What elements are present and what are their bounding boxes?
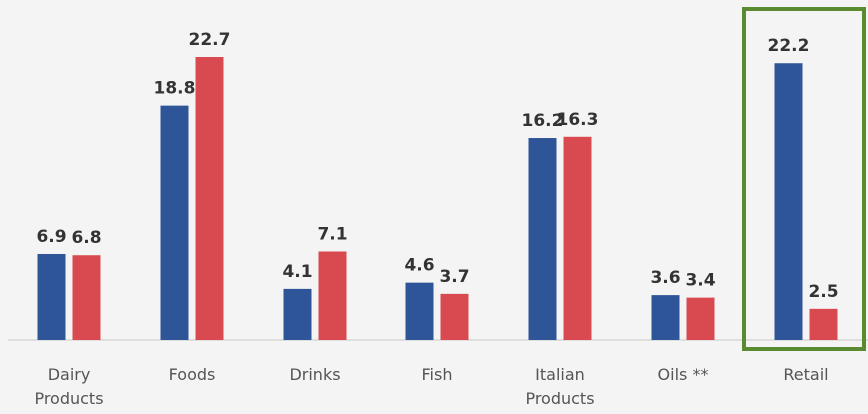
value-label-drinks-s2: 7.1 <box>317 224 347 244</box>
category-label-oils: Oils ** <box>658 365 709 384</box>
value-label-dairy-products-s2: 6.8 <box>71 228 101 248</box>
category-label-retail: Retail <box>783 365 828 384</box>
bar-italian-products-s1 <box>528 138 557 340</box>
bar-retail-s1 <box>774 63 803 340</box>
bar-oils-s1 <box>651 295 680 340</box>
value-label-italian-products-s1: 16.2 <box>522 111 564 131</box>
category-label-drinks: Drinks <box>289 365 340 384</box>
value-label-foods-s2: 22.7 <box>189 30 231 50</box>
category-label-italian-products: Italian Products <box>525 365 594 408</box>
value-label-italian-products-s2: 16.3 <box>557 110 599 130</box>
bar-oils-s2 <box>686 297 715 340</box>
value-label-fish-s2: 3.7 <box>439 267 469 287</box>
category-label-fish: Fish <box>422 365 453 384</box>
bar-foods-s2 <box>195 57 224 340</box>
value-label-foods-s1: 18.8 <box>154 79 196 99</box>
value-label-oils-s1: 3.6 <box>650 268 680 288</box>
value-label-oils-s2: 3.4 <box>685 271 715 291</box>
category-label-foods: Foods <box>169 365 216 384</box>
bar-drinks-s1 <box>283 288 312 340</box>
value-label-dairy-products-s1: 6.9 <box>36 227 66 247</box>
bar-drinks-s2 <box>318 251 347 340</box>
value-labels-group: 6.9 6.8 18.8 22.7 4.17.1 4.63.7 16.216.3 3.6 3.4… <box>36 30 838 302</box>
value-label-drinks-s1: 4.1 <box>282 262 312 282</box>
bar-fish-s2 <box>440 293 469 340</box>
value-label-retail-s1: 22.2 <box>768 36 810 56</box>
value-label-retail-s2: 2.5 <box>808 282 838 302</box>
retail-highlight-box <box>742 7 866 351</box>
category-label-dairy-products: Dairy Products <box>34 365 103 408</box>
bar-foods-s1 <box>160 105 189 340</box>
bar-italian-products-s2 <box>563 136 592 340</box>
value-label-fish-s1: 4.6 <box>404 256 434 276</box>
bar-fish-s1 <box>405 282 434 340</box>
category-labels-group: Dairy Products Foods Drinks Fish Italian Produ… <box>34 365 828 408</box>
bar-dairy-products-s1 <box>37 253 66 340</box>
bar-dairy-products-s2 <box>72 255 101 340</box>
bar-retail-s2 <box>809 308 838 340</box>
bars-group <box>37 57 838 340</box>
